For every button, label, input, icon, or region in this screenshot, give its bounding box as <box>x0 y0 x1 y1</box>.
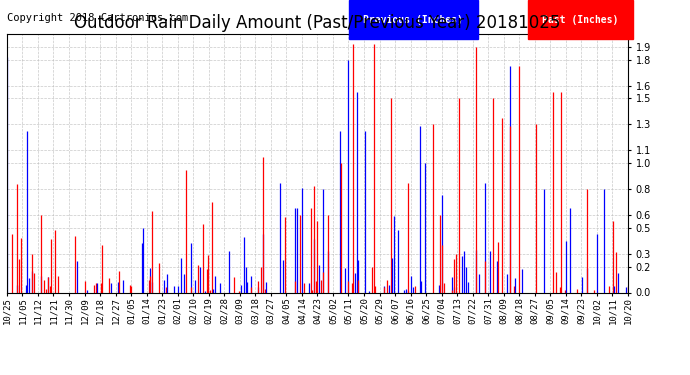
Title: Outdoor Rain Daily Amount (Past/Previous Year) 20181025: Outdoor Rain Daily Amount (Past/Previous… <box>75 14 560 32</box>
Text: Copyright 2018 Cartronics.com: Copyright 2018 Cartronics.com <box>7 13 188 23</box>
Text: Past (Inches): Past (Inches) <box>542 15 618 25</box>
Text: Previous (Inches): Previous (Inches) <box>364 15 464 25</box>
